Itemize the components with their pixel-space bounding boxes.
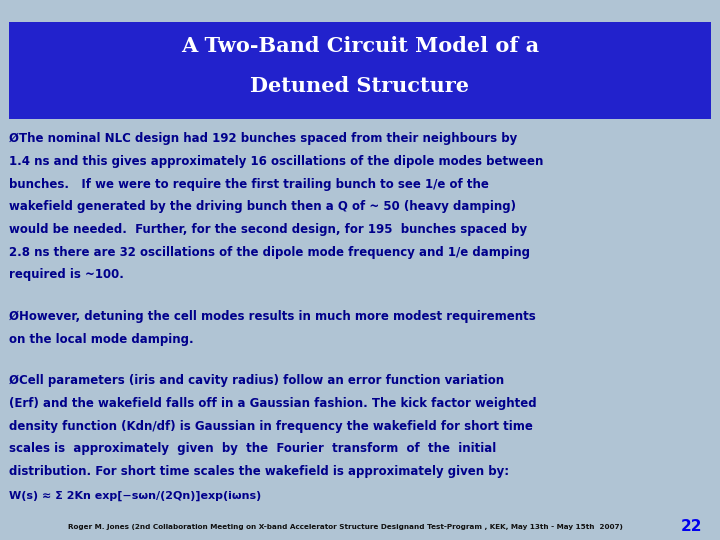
Text: ØThe nominal NLC design had 192 bunches spaced from their neighbours by: ØThe nominal NLC design had 192 bunches … <box>9 132 518 145</box>
Text: required is ~100.: required is ~100. <box>9 268 125 281</box>
Text: wakefield generated by the driving bunch then a Q of ~ 50 (heavy damping): wakefield generated by the driving bunch… <box>9 200 516 213</box>
Text: A Two-Band Circuit Model of a: A Two-Band Circuit Model of a <box>181 36 539 56</box>
Text: 2.8 ns there are 32 oscillations of the dipole mode frequency and 1/e damping: 2.8 ns there are 32 oscillations of the … <box>9 246 531 259</box>
Text: density function (Kdn/df) is Gaussian in frequency the wakefield for short time: density function (Kdn/df) is Gaussian in… <box>9 420 534 433</box>
Text: (Erf) and the wakefield falls off in a Gaussian fashion. The kick factor weighte: (Erf) and the wakefield falls off in a G… <box>9 397 537 410</box>
Text: W(s) ≈ Σ 2Kn exp[−sωn/(2Qn)]exp(iωns): W(s) ≈ Σ 2Kn exp[−sωn/(2Qn)]exp(iωns) <box>9 490 261 501</box>
Text: 1.4 ns and this gives approximately 16 oscillations of the dipole modes between: 1.4 ns and this gives approximately 16 o… <box>9 155 544 168</box>
Text: Roger M. Jones (2nd Collaboration Meeting on X-band Accelerator Structure Design: Roger M. Jones (2nd Collaboration Meetin… <box>68 523 623 530</box>
Text: 22: 22 <box>680 519 702 534</box>
Text: ØCell parameters (iris and cavity radius) follow an error function variation: ØCell parameters (iris and cavity radius… <box>9 374 505 387</box>
Text: on the local mode damping.: on the local mode damping. <box>9 333 194 346</box>
Text: bunches.   If we were to require the first trailing bunch to see 1/e of the: bunches. If we were to require the first… <box>9 178 489 191</box>
Text: distribution. For short time scales the wakefield is approximately given by:: distribution. For short time scales the … <box>9 465 510 478</box>
FancyBboxPatch shape <box>9 22 711 119</box>
Text: ØHowever, detuning the cell modes results in much more modest requirements: ØHowever, detuning the cell modes result… <box>9 310 536 323</box>
Text: scales is  approximately  given  by  the  Fourier  transform  of  the  initial: scales is approximately given by the Fou… <box>9 442 497 455</box>
Text: Detuned Structure: Detuned Structure <box>251 76 469 97</box>
Text: would be needed.  Further, for the second design, for 195  bunches spaced by: would be needed. Further, for the second… <box>9 223 528 236</box>
